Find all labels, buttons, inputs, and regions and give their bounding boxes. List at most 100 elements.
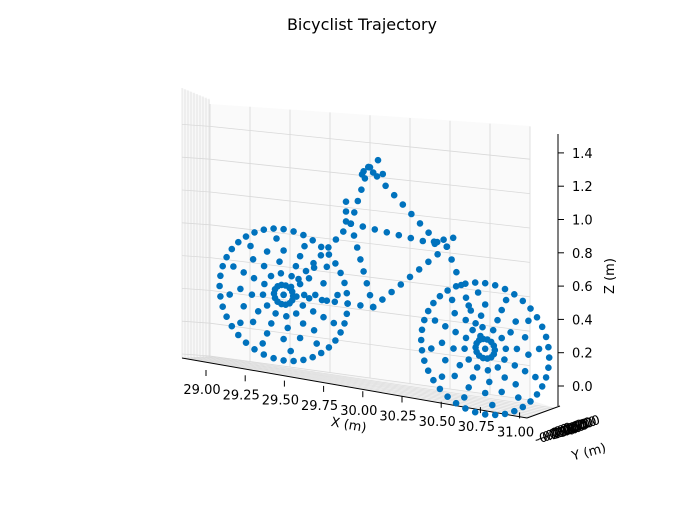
frame-point [342,218,350,225]
frame-point [467,307,475,314]
frame-point [457,281,465,289]
grid-line-z [209,126,531,160]
frame-point [415,266,423,273]
x-tick-label: 30.25 [379,410,416,425]
wheel-spoke-point [254,308,262,315]
frame-point [443,243,451,250]
z-tick-label: 0.8 [572,247,593,262]
wheel-spoke-point [502,345,510,353]
wheel-ring-point [249,318,257,326]
wheel-rim-point [542,333,550,341]
wheel-rim-point [270,354,277,362]
wheel-rim-point [325,344,333,351]
wheel-spoke-point [263,302,271,309]
wheel-rim-point [421,357,428,365]
x-tick-label: 29.00 [183,383,220,398]
wheel-rim-point [452,399,460,407]
wheel-rim-point [424,307,432,315]
wheel-spoke-point [450,345,457,352]
frame-point [388,288,395,296]
x-tick-label: 29.75 [301,399,338,414]
wheel-spoke-point [507,329,514,336]
wheel-ring-point [249,255,257,263]
wheel-spoke-point [438,373,446,381]
z-tick-label: 0.0 [572,380,593,395]
frame-point [340,228,347,235]
frame-point [344,300,351,307]
x-tick-label: 29.25 [223,388,260,403]
frame-point [477,332,484,340]
frame-point [408,210,415,218]
wheel-rim-point [300,231,307,239]
wheel-spoke-point [287,347,295,355]
wheel-spoke-point [448,296,456,304]
wheel-spoke-point [292,310,300,317]
wheel-rim-point [444,287,451,294]
frame-point [448,256,455,263]
y-tick-labels: -0.250-0.200-0.150-0.100-0.0500.0000.050… [533,413,602,448]
wheel-ring-point [237,285,244,293]
wheel-spoke-point [273,235,280,242]
frame-point [440,236,447,243]
wheel-rim-point [545,343,552,351]
z-tick-label: 0.2 [572,347,593,362]
wheel-rim-point [421,316,428,324]
frame-point [351,209,358,216]
wheel-rim-point [317,349,325,357]
frame-point [366,164,374,171]
frame-point [360,168,367,175]
wheel-rim-point [337,269,344,277]
wheel-spoke-point [300,291,308,299]
grid-line-z-side [181,288,211,291]
grid-line-z-side [181,124,211,127]
wheel-rim-point [491,282,499,289]
wheel-spoke-point [309,308,317,315]
wheel-spoke-point [515,394,522,401]
frame-point [379,170,387,178]
wheel-rim-point [462,405,469,412]
wheel-rim-point [481,411,489,418]
wheel-spoke-point [484,367,492,374]
wheel-spoke-point [494,364,502,371]
wheel-rim-point [223,253,230,261]
wheel-rim-point [219,262,226,270]
tick-marks [205,152,564,419]
wheel-rim-point [444,393,451,401]
frame-point [382,182,389,190]
grid-line-floor [208,355,555,409]
wheel-rim-point [519,403,527,411]
wheel-spoke-point [501,374,509,381]
wheel-spoke-point [489,401,496,409]
wheel-spoke-point [276,258,283,266]
wheel-ring-point [296,334,304,342]
wheel-ring-point [465,384,473,391]
wheel-spoke-point [469,374,477,381]
wheel-ring-point [498,388,506,396]
wheel-rim-point [538,323,546,331]
y-axis-label: Y (m) [569,441,608,465]
wheel-rim-point [235,331,242,339]
frame-point [295,275,302,283]
wheel-rim-point [430,376,437,384]
wheel-rim-point [337,329,344,336]
wheel-rim-point [300,356,307,364]
frame-point [357,256,364,263]
wheel-rim-point [343,289,351,297]
wheel-ring-point [481,301,489,308]
wheel-ring-point [442,323,449,330]
frame-point [425,258,432,266]
wheel-rim-point [452,283,460,290]
frame-point [287,283,295,291]
frame-point [379,296,386,303]
wheel-rim-point [228,322,236,330]
frame-point [360,268,367,275]
grid-line-floor [184,357,531,418]
wheel-spoke-point [305,275,313,282]
wheel-ring-point [525,351,532,359]
wheel-spoke-point [513,345,521,353]
wheel-rim-point [343,310,351,318]
z-axis-label: Z (m) [603,258,618,294]
wheel-spoke-point [260,262,268,270]
wheel-rim-point [436,385,444,393]
